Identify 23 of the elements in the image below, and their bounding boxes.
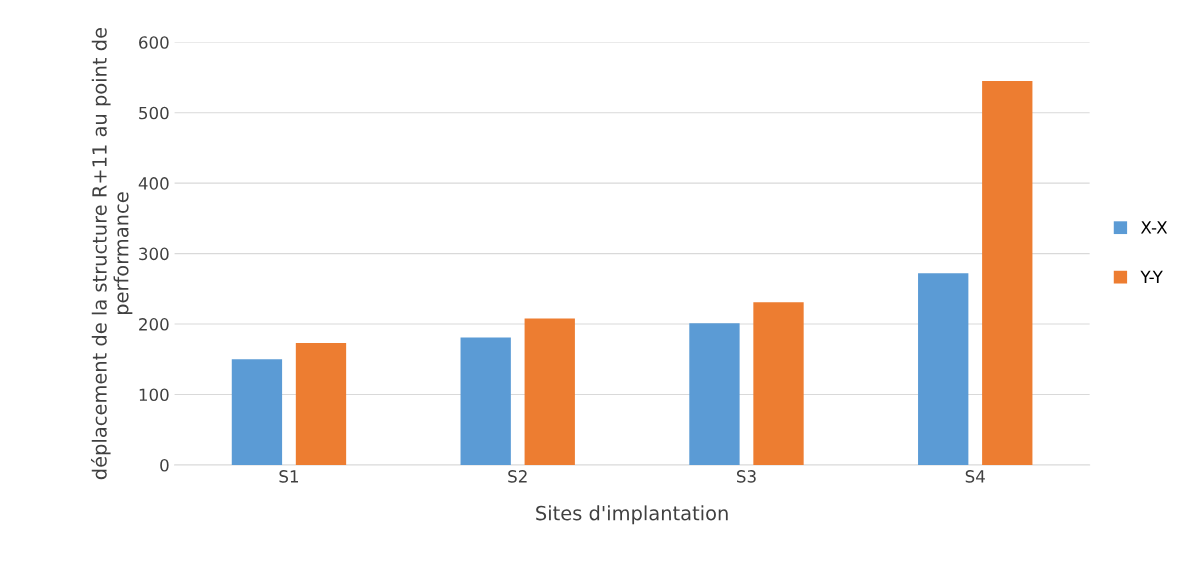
bar	[524, 318, 575, 465]
x-axis-title: Sites d'implantation	[536, 505, 728, 525]
x-tick-label: S2	[508, 470, 527, 483]
y-tick-label: 500	[139, 106, 169, 120]
bar	[231, 359, 283, 465]
y-tick-label: 100	[139, 388, 169, 402]
bar	[982, 81, 1033, 465]
bar	[295, 343, 347, 465]
bar	[753, 302, 804, 465]
x-tick-label: S3	[736, 470, 756, 483]
bar	[918, 273, 969, 465]
y-tick-label: 200	[139, 318, 169, 331]
x-tick-label: S1	[279, 470, 299, 483]
y-tick-label: 300	[139, 247, 169, 261]
legend-label: Y-Y	[1140, 270, 1163, 283]
y-tick-label: 600	[139, 36, 169, 49]
y-tick-label: 0	[160, 458, 169, 472]
x-tick-label: S4	[965, 470, 985, 483]
y-axis-title: déplacement de la structure R+11 au point de performance	[90, 28, 133, 480]
bar	[460, 337, 511, 465]
y-tick-label: 400	[138, 177, 169, 190]
bar	[689, 323, 740, 465]
legend-label: X-X	[1140, 221, 1168, 234]
